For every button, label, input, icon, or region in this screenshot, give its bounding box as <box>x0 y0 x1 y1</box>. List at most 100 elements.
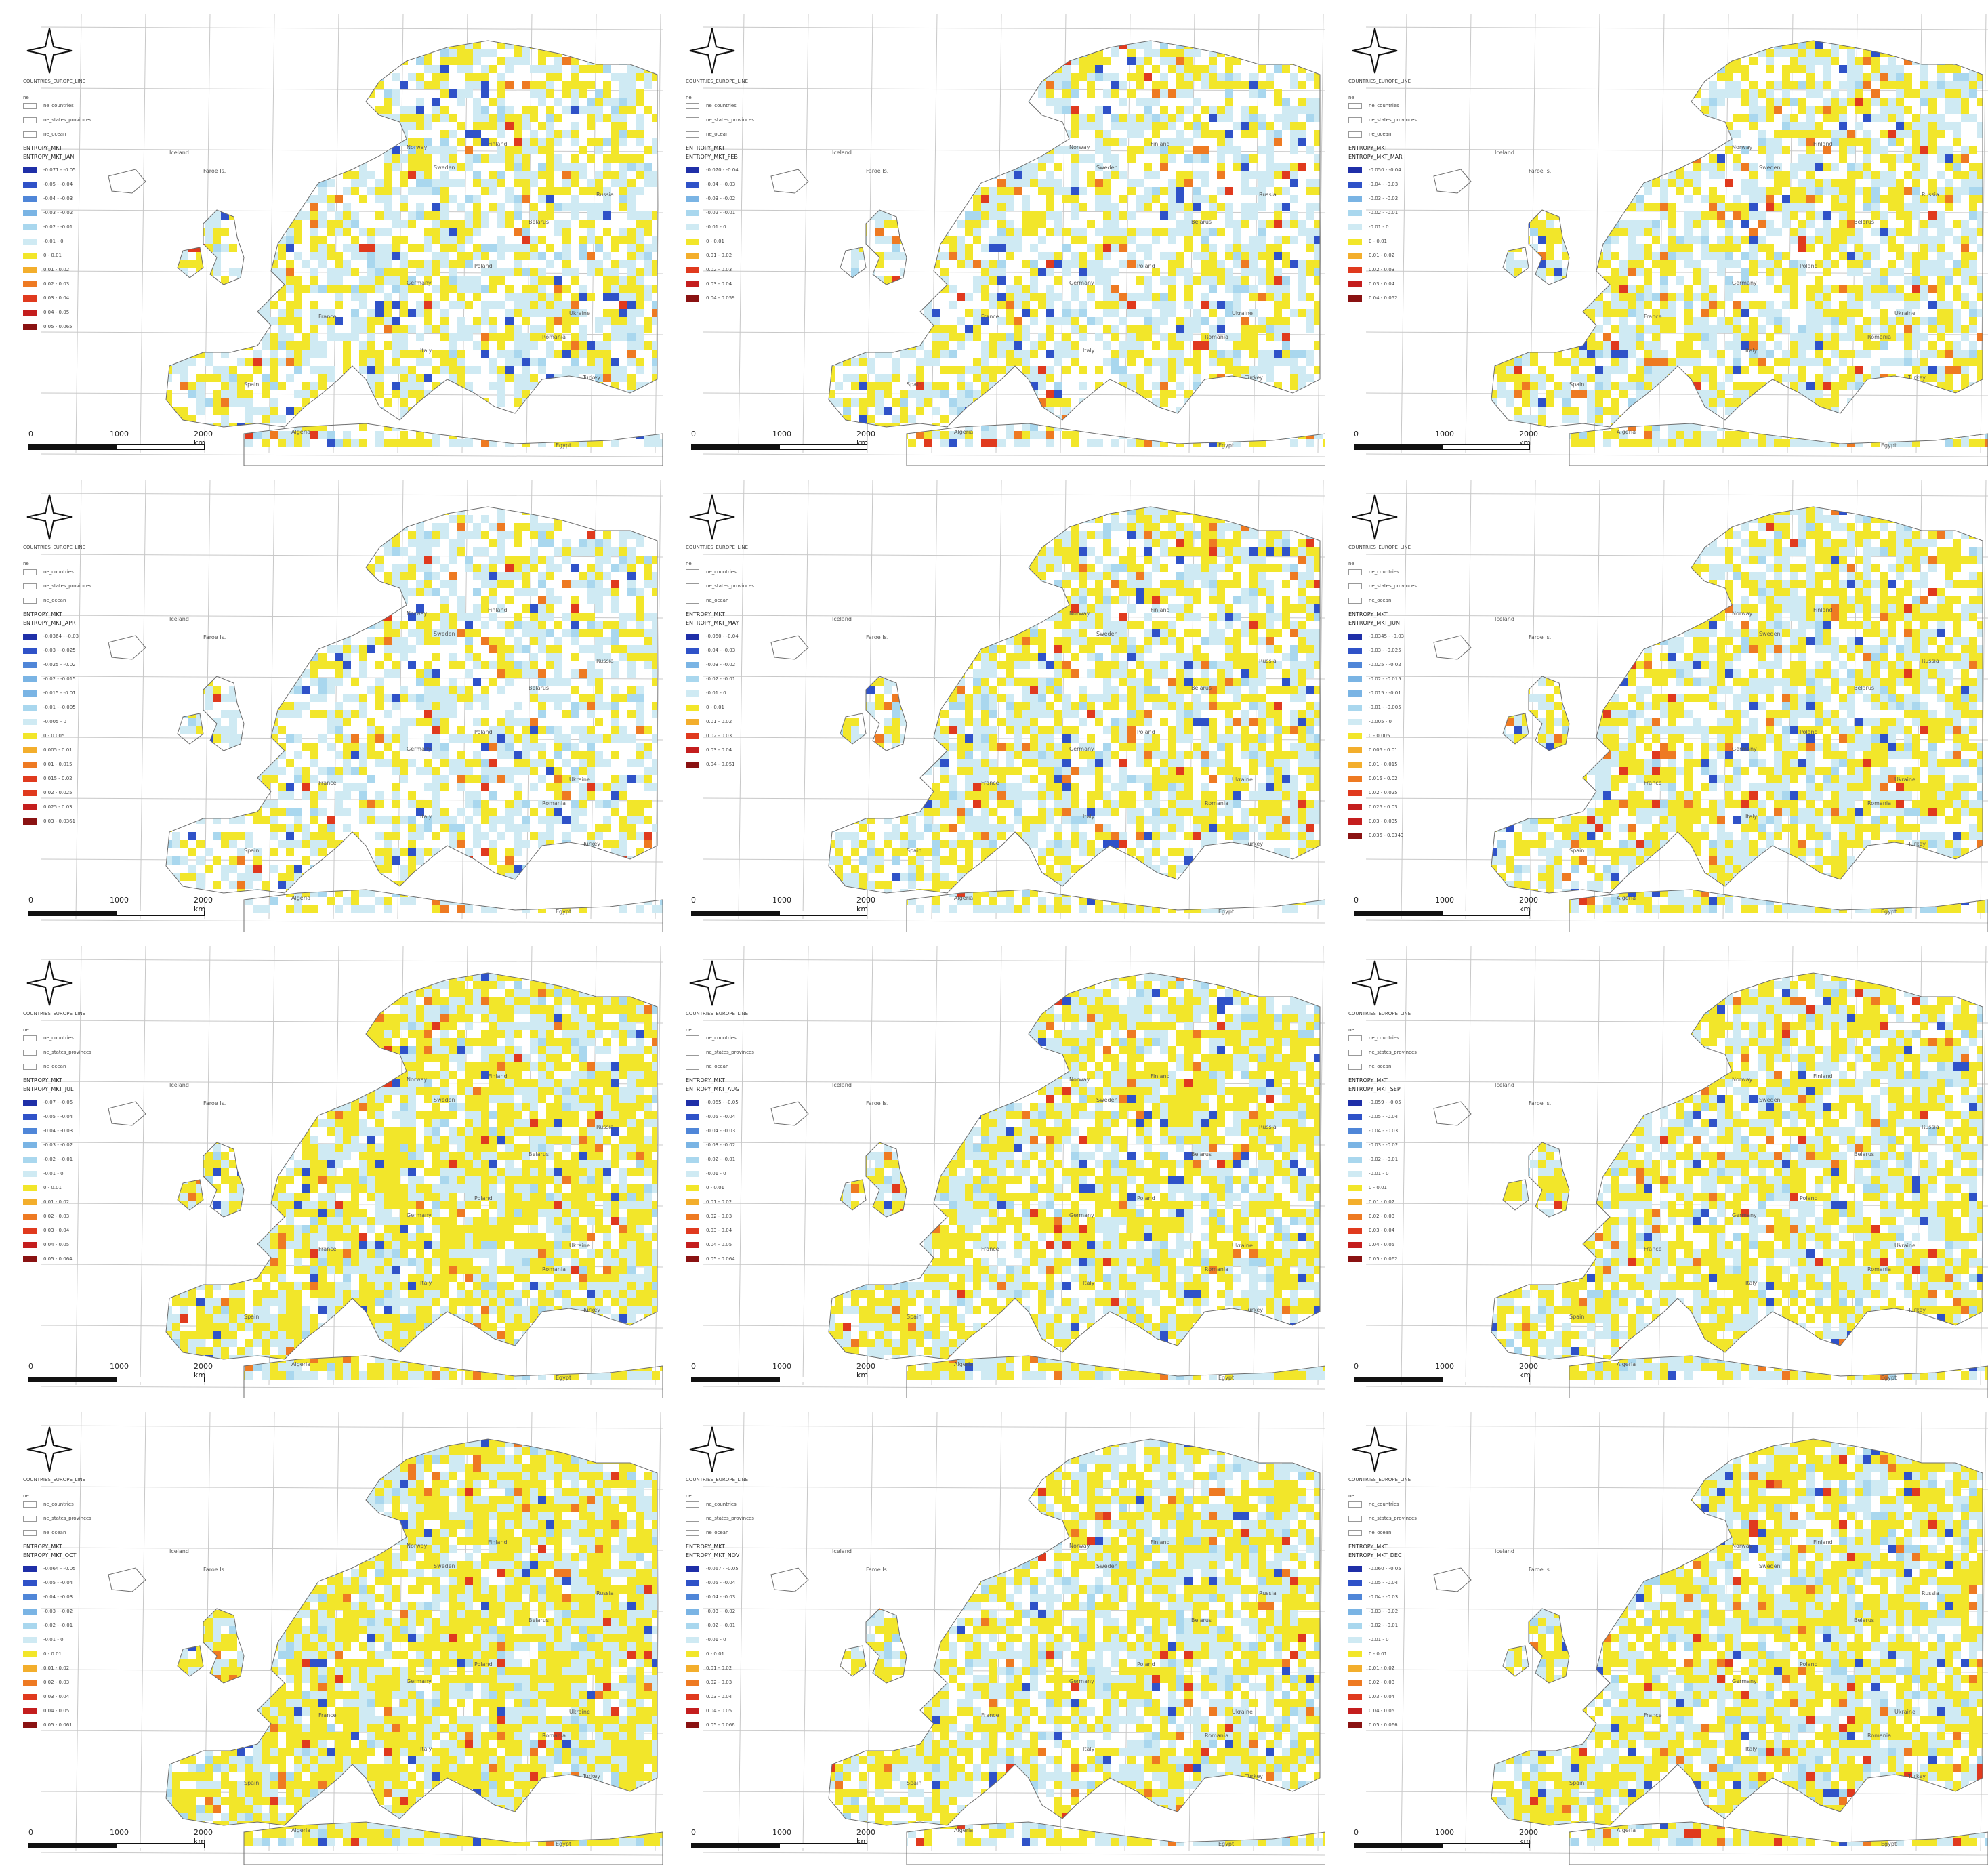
legend-base-layer: ne_ocean <box>23 1529 138 1536</box>
entropy-raster <box>1491 1439 1988 1846</box>
scale-bar-label: 2000 km <box>856 896 875 913</box>
legend-class-label: 0.01 - 0.02 <box>706 253 732 258</box>
legend-class-label: 0.02 - 0.03 <box>706 733 732 739</box>
legend-variable-name: ENTROPY_MKT <box>23 611 138 617</box>
legend-layer-title: COUNTRIES_EUROPE_LINE <box>1348 79 1464 84</box>
legend-class: -0.05 - -0.04 <box>1348 1113 1464 1120</box>
map-place-label: Sweden <box>1096 1097 1118 1103</box>
legend-class-label: -0.02 - -0.015 <box>43 676 76 682</box>
legend-swatch <box>686 1063 699 1070</box>
legend-swatch <box>23 1063 37 1070</box>
map-place-label: Spain <box>244 1780 259 1786</box>
scale-bar: 0 1000 2000 km <box>1354 1362 1538 1382</box>
map-place-label: Sweden <box>434 631 455 637</box>
legend-base-layer-label: ne_ocean <box>43 598 66 603</box>
legend-swatch <box>23 1565 37 1572</box>
map-place-label: Algeria <box>954 429 973 435</box>
legend-class: -0.01 - 0 <box>686 224 801 230</box>
legend-class-label: -0.04 - -0.03 <box>1369 182 1398 187</box>
legend-group-label: ne <box>1348 1493 1464 1499</box>
scale-bar-label: 1000 <box>110 1362 129 1371</box>
map-place-label: Faroe Is. <box>866 634 888 640</box>
country-outline <box>203 209 245 285</box>
legend-class-label: 0.02 - 0.03 <box>43 1214 69 1219</box>
country-outline <box>1491 506 1983 894</box>
map-place-label: Norway <box>1069 1077 1090 1083</box>
scale-bar-label: 0 <box>1354 1828 1359 1837</box>
scale-bar-segment <box>1354 1843 1442 1848</box>
map-place-label: Poland <box>1800 1195 1818 1201</box>
legend-swatch <box>686 181 699 188</box>
legend-class: -0.059 - -0.05 <box>1348 1099 1464 1106</box>
map-place-label: Faroe Is. <box>1529 1567 1551 1573</box>
legend-swatch <box>1348 633 1362 640</box>
legend-class-label: 0.04 - 0.05 <box>43 310 69 315</box>
map-panel-nov: Iceland Faroe Is. Norway Sweden Finland Russi… <box>663 1398 1325 1865</box>
legend-swatch <box>23 252 37 259</box>
legend-swatch <box>23 1184 37 1191</box>
legend-class: 0.04 - 0.052 <box>1348 295 1464 302</box>
legend-class: 0.01 - 0.02 <box>23 1665 138 1672</box>
legend-swatch <box>1348 1608 1362 1615</box>
legend-class: -0.01 - 0 <box>1348 1636 1464 1643</box>
map-place-label: Belarus <box>529 219 549 225</box>
legend-class-label: 0 - 0.01 <box>706 1651 724 1657</box>
scale-bar-label: 0 <box>1354 896 1359 905</box>
legend-swatch <box>1348 238 1362 245</box>
map-place-label: Turkey <box>1245 841 1263 847</box>
map-place-label: Sweden <box>1759 165 1781 171</box>
country-outline <box>108 1101 146 1126</box>
map-place-label: Algeria <box>1617 429 1636 435</box>
legend-class: -0.05 - -0.04 <box>686 1579 801 1586</box>
legend-class: -0.060 - -0.04 <box>686 633 801 640</box>
map-panel-mar: Iceland Faroe Is. Norway Sweden Finland Russi… <box>1325 0 1988 466</box>
legend-class: -0.02 - -0.01 <box>1348 1622 1464 1629</box>
map-legend: COUNTRIES_EUROPE_LINE ne ne_countries ne_st… <box>686 1011 801 1270</box>
map-place-label: Poland <box>1800 729 1818 735</box>
country-outline <box>1502 1645 1529 1677</box>
map-place-label: Germany <box>1069 746 1094 752</box>
legend-swatch <box>1348 224 1362 230</box>
legend-class-label: -0.03 - -0.025 <box>1369 648 1401 653</box>
map-place-label: Turkey <box>582 1307 600 1313</box>
legend-class-label: 0 - 0.01 <box>706 1185 724 1190</box>
legend-class: -0.0345 - -0.03 <box>1348 633 1464 640</box>
scale-bar-label: 1000 <box>772 1362 791 1371</box>
entropy-raster <box>166 973 663 1380</box>
legend-swatch <box>1348 266 1362 273</box>
legend-base-layer-label: ne_countries <box>706 569 737 575</box>
map-legend: COUNTRIES_EUROPE_LINE ne ne_countries ne_st… <box>686 1477 801 1736</box>
legend-swatch <box>1348 1565 1362 1572</box>
entropy-raster <box>829 973 1325 1380</box>
legend-base-layer-label: ne_countries <box>706 1501 737 1507</box>
north-arrow-icon <box>689 28 735 74</box>
country-outline <box>828 972 1321 1360</box>
legend-class: 0.03 - 0.04 <box>23 295 138 302</box>
map-place-label: Ukraine <box>1232 1243 1253 1249</box>
legend-class: -0.070 - -0.04 <box>686 167 801 173</box>
map-place-label: Belarus <box>1854 685 1874 691</box>
legend-swatch <box>686 1651 699 1657</box>
map-place-label: Germany <box>407 1212 432 1218</box>
north-arrow-icon <box>1352 960 1398 1006</box>
legend-group-label: ne <box>686 95 801 100</box>
map-place-label: Spain <box>244 848 259 854</box>
legend-swatch <box>686 633 699 640</box>
europe-map: Iceland Faroe Is. Norway Sweden Finland Russi… <box>1365 945 1988 1398</box>
legend-class: 0.01 - 0.02 <box>23 1199 138 1205</box>
map-panel-feb: Iceland Faroe Is. Norway Sweden Finland Russi… <box>663 0 1325 466</box>
legend-class-label: -0.03 - -0.02 <box>43 210 73 215</box>
legend-class: 0.01 - 0.02 <box>686 1199 801 1205</box>
map-place-label: Turkey <box>1245 375 1263 381</box>
legend-class-label: -0.01 - 0 <box>43 239 64 244</box>
legend-class: -0.04 - -0.03 <box>23 1127 138 1134</box>
legend-swatch <box>23 676 37 682</box>
country-outline <box>1502 1179 1529 1211</box>
legend-swatch <box>1348 195 1362 202</box>
legend-swatch <box>1348 804 1362 810</box>
map-legend: COUNTRIES_EUROPE_LINE ne ne_countries ne_st… <box>686 545 801 775</box>
legend-class-label: 0.04 - 0.05 <box>43 1242 69 1247</box>
legend-class: 0 - 0.01 <box>23 1651 138 1657</box>
legend-class: 0.05 - 0.064 <box>686 1256 801 1262</box>
legend-class-label: -0.04 - -0.03 <box>706 1594 735 1600</box>
